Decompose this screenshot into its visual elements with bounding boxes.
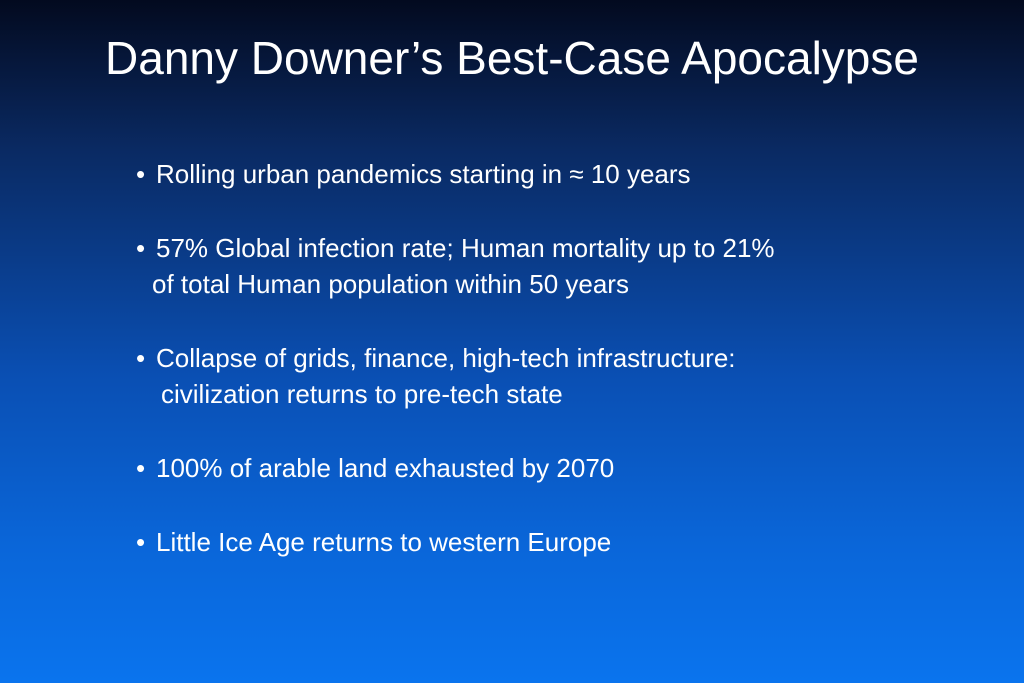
bullet-item-ice-age: • Little Ice Age returns to western Europ… xyxy=(136,524,956,560)
bullet-icon: • xyxy=(136,159,146,189)
bullet-list: • Rolling urban pandemics starting in ≈ 1… xyxy=(136,156,956,598)
bullet-icon: • xyxy=(136,527,146,557)
bullet-text: Little Ice Age returns to western Europe xyxy=(156,527,612,557)
bullet-text: Rolling urban pandemics starting in ≈ 10… xyxy=(156,159,691,189)
slide-title: Danny Downer’s Best-Case Apocalypse xyxy=(105,32,919,84)
bullet-icon: • xyxy=(136,453,146,483)
bullet-item-collapse: • Collapse of grids, finance, high-tech i… xyxy=(136,340,956,412)
bullet-icon: • xyxy=(136,233,146,263)
bullet-text-continuation: of total Human population within 50 year… xyxy=(152,269,629,299)
bullet-item-arable-land: • 100% of arable land exhausted by 2070 xyxy=(136,450,956,486)
bullet-icon: • xyxy=(136,343,146,373)
bullet-text: 100% of arable land exhausted by 2070 xyxy=(156,453,615,483)
bullet-item-pandemics: • Rolling urban pandemics starting in ≈ 1… xyxy=(136,156,956,192)
bullet-text: 57% Global infection rate; Human mortali… xyxy=(156,233,775,263)
bullet-text: Collapse of grids, finance, high-tech in… xyxy=(156,343,736,373)
bullet-item-infection-rate: • 57% Global infection rate; Human mortal… xyxy=(136,230,956,302)
bullet-text-continuation: civilization returns to pre-tech state xyxy=(161,379,563,409)
